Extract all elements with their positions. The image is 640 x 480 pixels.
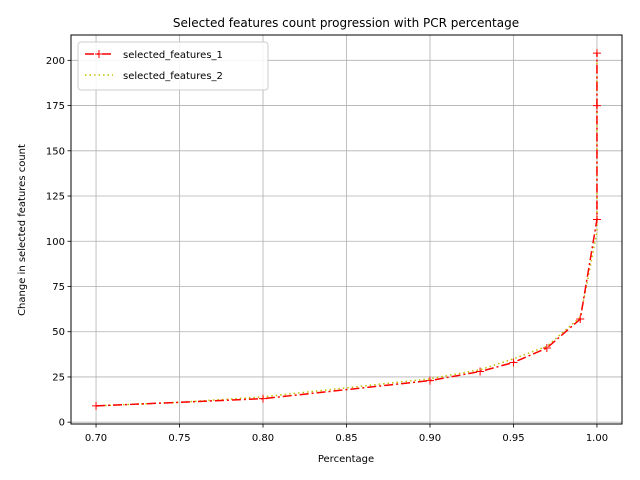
y-tick-label: 175	[46, 101, 65, 112]
data-point	[592, 49, 601, 58]
legend-label: selected_features_2	[123, 71, 223, 82]
y-tick-label: 50	[52, 327, 65, 338]
data-point	[576, 315, 585, 324]
series-line-selected_features_1	[96, 53, 598, 407]
y-tick-label: 25	[52, 372, 65, 383]
x-tick-label: 0.95	[502, 433, 524, 444]
legend: selected_features_1 selected_features_2	[77, 41, 269, 91]
x-tick-label: 0.75	[168, 433, 190, 444]
data-point	[592, 101, 601, 110]
data-point	[476, 367, 485, 376]
x-tick-label: 0.70	[85, 433, 107, 444]
grid	[71, 35, 622, 424]
y-tick-label: 100	[46, 237, 65, 248]
data-point	[509, 358, 518, 367]
y-axis-label: Change in selected features count	[17, 144, 28, 316]
x-tick-label: 1.00	[586, 433, 608, 444]
y-tick-label: 200	[46, 56, 65, 67]
data-point	[425, 376, 434, 385]
legend-label: selected_features_1	[123, 50, 223, 61]
data-point	[92, 401, 101, 410]
chart-title: Selected features count progression with…	[173, 16, 519, 30]
x-tick-label: 0.85	[335, 433, 357, 444]
axis-ticks: 0.70 0.75 0.80 0.85 0.90 0.95 1.00 0 25 50 75 100 12…	[46, 56, 608, 444]
x-tick-label: 0.80	[252, 433, 274, 444]
y-tick-label: 125	[46, 192, 65, 203]
y-tick-label: 0	[59, 418, 65, 429]
y-tick-label: 75	[52, 282, 65, 293]
data-point	[542, 344, 551, 353]
data-point	[592, 215, 601, 224]
x-axis-label: Percentage	[318, 454, 374, 465]
legend-marker	[95, 50, 103, 58]
data-point	[259, 394, 268, 403]
legend-box	[77, 41, 269, 91]
series-line-selected_features_2	[96, 60, 598, 407]
series-layer	[92, 49, 601, 410]
y-tick-label: 150	[46, 146, 65, 157]
x-tick-label: 0.90	[419, 433, 441, 444]
